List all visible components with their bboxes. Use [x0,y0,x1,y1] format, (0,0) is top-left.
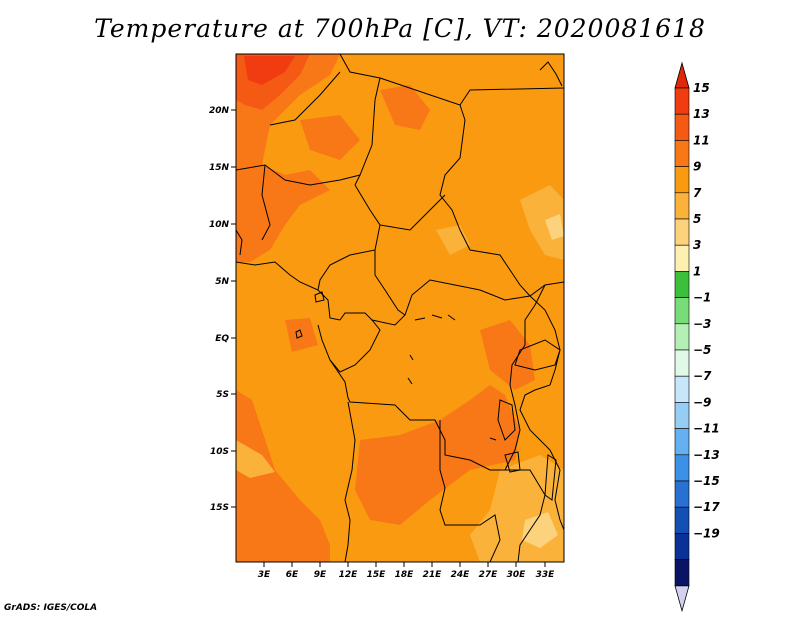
warm-region [236,390,330,562]
lat-tick-label: 10S [210,447,229,457]
colorbar-label: 7 [693,186,702,200]
cold-patch [522,512,558,548]
lon-tick-label: 3E [258,570,271,580]
warm-region [480,320,535,390]
lat-tick-label: 20N [209,106,230,116]
colorbar-swatch [674,244,690,272]
colorbar-swatch [674,297,690,325]
colorbar-label: 13 [693,107,710,121]
colorbar-swatch [674,349,690,377]
colorbar-swatch [674,87,690,115]
lat-tick-label: 15N [209,163,230,173]
lat-tick-label: 5S [216,390,229,400]
cool-region [520,185,564,260]
colorbar-label: −15 [693,474,720,488]
colorbar-swatch [674,218,690,246]
cold-patch [545,214,564,240]
lon-tick-label: 33E [536,570,556,580]
river-lines [407,314,497,441]
colorbar-label: 11 [693,133,710,147]
map-frame [235,53,565,563]
longitude-axis: 3E 6E 9E 12E 15E 18E 21E 24E 27E 30E 33E [258,562,555,580]
colorbar-swatch [674,428,690,456]
country-borders [236,54,564,562]
lon-tick-label: 15E [367,570,387,580]
lon-tick-label: 9E [314,570,327,580]
colorbar-label: −9 [693,395,711,409]
colorbar-swatch [674,559,690,587]
warm-region [300,115,360,160]
warm-region [355,385,520,525]
colorbar-bottom-arrow [674,585,690,613]
colorbar-label: −19 [693,526,720,540]
lon-tick-label: 24E [451,570,471,580]
colorbar-label: 3 [693,238,701,252]
lon-tick-label: 21E [423,570,443,580]
colorbar-label: 5 [693,212,701,226]
lat-tick-label: EQ [215,334,229,344]
colorbar-swatch [674,140,690,167]
hot-region [244,56,295,85]
colorbar: 15 13 11 9 7 5 3 1 −1 −3 −5 −7 −9 −11 −13 −15 −17 −19 [674,61,720,613]
colorbar-label: 9 [693,160,701,174]
credit-label: GrADS: IGES/COLA [4,603,98,613]
colorbar-swatch [674,166,690,194]
colorbar-label: −3 [693,317,711,331]
colorbar-swatch [674,454,690,482]
lon-tick-label: 27E [479,570,499,580]
colorbar-label: 15 [693,81,710,95]
colorbar-swatch [674,192,690,220]
colorbar-swatch [674,402,690,429]
map-title: Temperature at 700hPa [C], VT: 202008161… [94,14,706,43]
colorbar-label: 1 [693,264,701,278]
lon-tick-label: 30E [507,570,527,580]
cool-region [236,440,275,478]
lat-tick-label: 10N [209,220,230,230]
colorbar-label: −13 [693,448,720,462]
colorbar-swatch [674,271,690,298]
colorbar-swatch [674,506,690,534]
latitude-axis: 20N 15N 10N 5N EQ 5S 10S 15S [209,106,236,513]
colorbar-swatch [674,375,690,403]
colorbar-swatch [674,323,690,351]
colorbar-top-arrow [674,61,690,89]
warm-region [380,85,430,130]
lon-tick-label: 18E [395,570,415,580]
lat-tick-label: 15S [210,503,229,513]
lon-tick-label: 12E [339,570,359,580]
colorbar-label: −1 [693,291,711,305]
colorbar-label: −5 [693,343,711,357]
map-panel [236,54,564,562]
lon-tick-label: 6E [286,570,299,580]
colorbar-swatch [674,533,690,560]
lat-tick-label: 5N [215,277,229,287]
colorbar-label: −7 [693,369,712,383]
colorbar-swatch [674,480,690,508]
colorbar-label: −11 [693,422,720,436]
colorbar-swatch [674,113,690,141]
colorbar-label: −17 [693,500,720,514]
